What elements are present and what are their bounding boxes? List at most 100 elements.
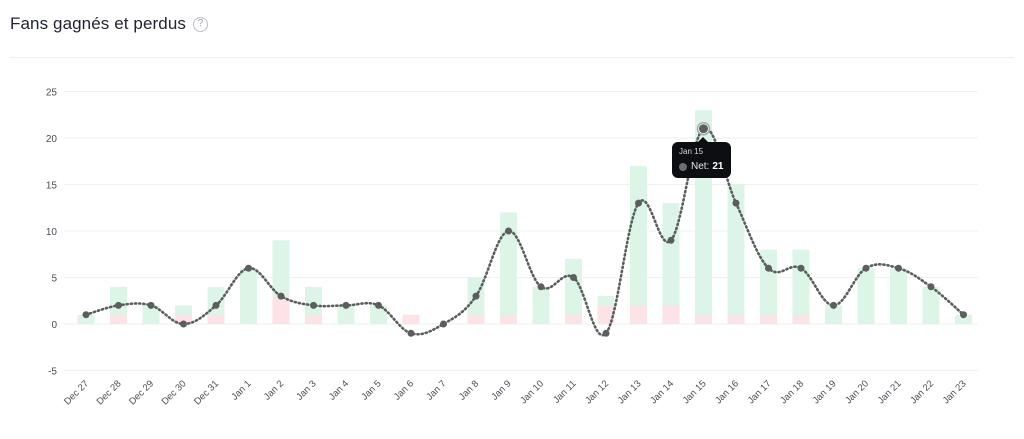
- x-tick-label: Jan 6: [392, 378, 416, 402]
- net-point: [765, 264, 772, 272]
- net-point: [862, 264, 870, 272]
- tooltip-arrow: [698, 137, 708, 142]
- x-tick-label: Jan 18: [778, 378, 806, 406]
- header-divider: [10, 57, 1014, 58]
- x-tick-label: Jan 4: [327, 378, 351, 402]
- net-point: [147, 301, 155, 309]
- lost-bar: [467, 314, 485, 324]
- gained-bar: [792, 249, 810, 324]
- x-tick-label: Jan 22: [908, 378, 936, 406]
- lost-bar: [110, 314, 127, 324]
- lost-bar: [500, 314, 517, 324]
- net-point: [82, 311, 90, 319]
- net-point: [375, 301, 382, 309]
- net-point: [115, 301, 122, 309]
- chart-tooltip: Jan 15 Net: 21: [672, 137, 731, 178]
- net-point: [440, 320, 447, 328]
- x-tick-label: Dec 28: [95, 378, 124, 407]
- chart-title: Fans gagnés et perdus: [10, 14, 186, 33]
- net-point: [602, 329, 610, 337]
- tooltip-dot-icon: [679, 163, 687, 171]
- net-point: [537, 283, 545, 291]
- lost-bar: [630, 305, 647, 324]
- gained-bar: [825, 305, 842, 324]
- lost-bar: [402, 314, 420, 324]
- gained-bar: [77, 314, 95, 324]
- x-tick-label: Jan 8: [457, 378, 481, 402]
- tooltip-value: 21: [712, 161, 724, 172]
- gained-bar: [500, 212, 517, 324]
- x-tick-label: Jan 7: [424, 378, 448, 402]
- x-tick-label: Jan 14: [648, 378, 676, 406]
- x-tick-label: Dec 31: [192, 378, 221, 407]
- net-point: [927, 283, 935, 291]
- lost-bar: [565, 314, 582, 324]
- y-tick-label: 0: [51, 320, 57, 331]
- question-circle-icon[interactable]: ?: [193, 16, 208, 32]
- gained-bar: [337, 305, 355, 324]
- x-tick-label: Dec 30: [160, 378, 189, 407]
- x-tick-label: Jan 5: [359, 378, 383, 402]
- net-point: [732, 199, 740, 207]
- lost-bar: [792, 314, 810, 324]
- net-point: [895, 264, 902, 272]
- lost-bar: [662, 305, 680, 324]
- lost-bar: [695, 314, 712, 324]
- net-point: [635, 199, 642, 207]
- tooltip-row: Net: 21: [679, 161, 724, 173]
- gained-bar: [760, 249, 777, 324]
- y-tick-label: 25: [46, 88, 58, 99]
- y-tick-label: 5: [51, 274, 57, 285]
- lost-bar: [207, 314, 225, 324]
- gained-bar: [370, 305, 387, 324]
- tooltip-label: Net:: [691, 161, 710, 172]
- net-line: [84, 127, 965, 337]
- x-tick-label: Jan 23: [941, 378, 969, 406]
- x-tick-label: Jan 3: [294, 378, 318, 402]
- gained-bar: [565, 258, 582, 324]
- gained-bar: [240, 268, 257, 324]
- net-point: [830, 301, 837, 309]
- net-point: [342, 301, 350, 309]
- gained-bar: [630, 165, 647, 324]
- x-tick-label: Jan 10: [518, 378, 546, 406]
- gained-bar: [955, 314, 972, 324]
- net-point: [472, 292, 480, 300]
- x-tick-label: Jan 20: [843, 378, 871, 406]
- x-tick-label: Jan 12: [583, 378, 611, 406]
- y-tick-label: 15: [46, 181, 58, 192]
- chart-header: Fans gagnés et perdus ?: [10, 14, 208, 34]
- net-point: [667, 236, 675, 244]
- lost-bar: [597, 305, 615, 324]
- net-point: [277, 292, 285, 300]
- gained-bar: [727, 184, 745, 324]
- net-point: [245, 264, 252, 272]
- x-tick-label: Jan 1: [229, 378, 253, 402]
- y-tick-label: 20: [46, 134, 58, 145]
- x-tick-label: Dec 29: [127, 378, 156, 407]
- x-tick-label: Jan 11: [551, 378, 578, 405]
- lost-bar: [305, 314, 322, 324]
- net-point: [310, 301, 317, 309]
- net-point: [212, 301, 220, 309]
- x-tick-label: Jan 19: [811, 378, 839, 406]
- lost-bar: [175, 314, 192, 324]
- tooltip-date: Jan 15: [679, 147, 704, 156]
- gained-bar: [890, 268, 907, 324]
- net-point: [570, 274, 577, 281]
- net-point: [505, 227, 512, 235]
- x-tick-label: Dec 27: [62, 378, 91, 407]
- gained-bar: [142, 305, 160, 324]
- net-point: [407, 329, 415, 337]
- x-tick-label: Jan 2: [262, 378, 286, 402]
- x-tick-label: Jan 13: [616, 378, 644, 406]
- net-point: [180, 320, 187, 328]
- lost-bar: [272, 296, 290, 324]
- lost-bar: [760, 314, 777, 324]
- x-tick-label: Jan 21: [876, 378, 904, 406]
- gained-bar: [532, 286, 550, 324]
- x-tick-label: Jan 17: [746, 378, 774, 406]
- y-tick-label: 10: [46, 227, 58, 238]
- net-point: [797, 264, 805, 272]
